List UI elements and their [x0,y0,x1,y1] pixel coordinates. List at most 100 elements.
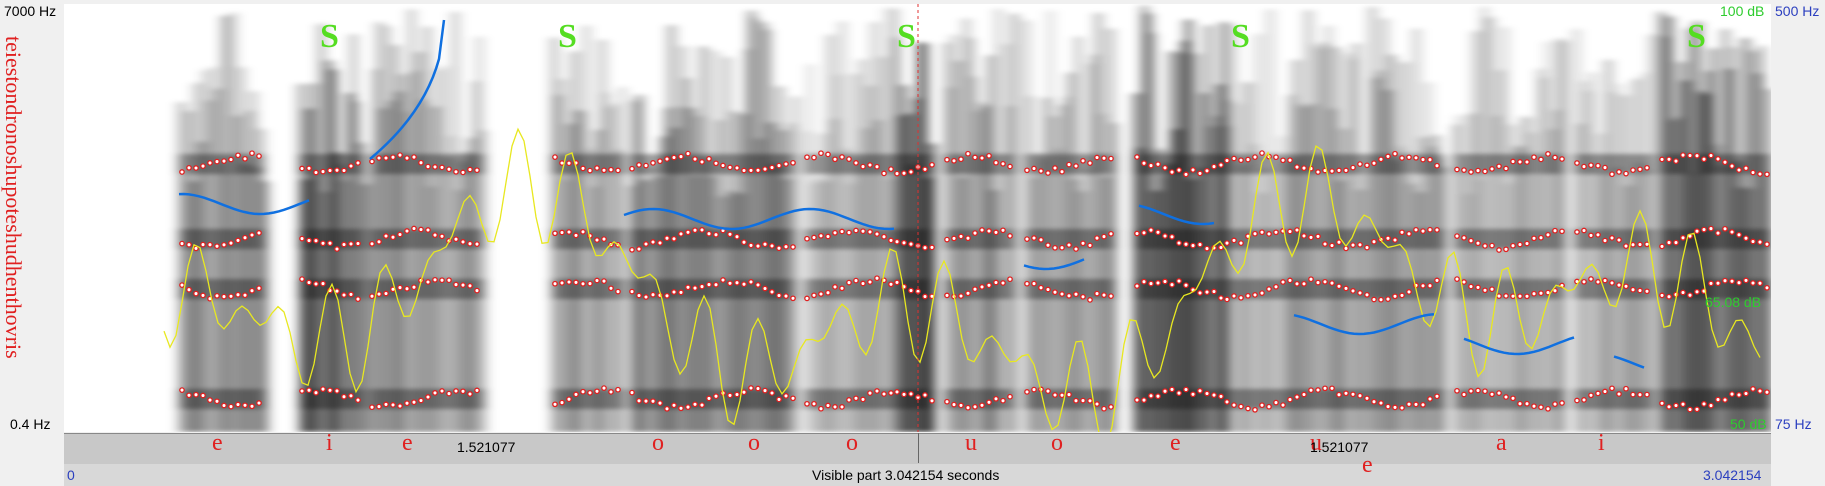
formant-dot [1545,151,1551,157]
formant-dot [460,239,466,245]
spectral-band [1470,113,1475,432]
formant-dot [1637,391,1643,398]
formant-dot [811,292,817,299]
formant-dot [214,398,220,405]
formant-dot [1385,403,1391,410]
pitch-curve [1023,258,1085,271]
formant-dot [1308,387,1314,394]
spectral-band [1659,11,1664,432]
spectral-band [733,111,738,432]
formant-dot [1329,280,1335,286]
formant-dot [1489,166,1495,172]
formant-dot [1531,290,1537,297]
formant-dot [1238,157,1244,164]
formant-dot [1694,228,1700,235]
formant-dot [1581,227,1587,234]
spectral-band [1699,90,1704,432]
formant-dot [1045,242,1051,249]
formant-dot [643,398,649,404]
formant-dot [1031,386,1037,393]
formant-dot [1087,397,1093,404]
spectral-band [1691,173,1696,432]
formant-dot [1357,290,1363,296]
formant-dot [460,388,466,395]
footer-start: 0 [67,467,75,483]
formant-dot [1259,402,1265,409]
spectral-band [996,8,1001,432]
formant-dot [1517,241,1523,248]
spectral-band [737,193,742,432]
spectral-band [1100,113,1105,432]
formant-dot [1308,234,1314,241]
formant-dot [1073,163,1079,169]
formant-dot [1364,291,1370,298]
formant-dot [1588,162,1594,169]
tier-label: o [652,430,664,456]
formant-dot [474,287,480,294]
formant-dot [1007,233,1013,239]
formant-dot [804,400,810,407]
formant-dot [1148,392,1154,399]
formant-dot [636,246,642,252]
formant-dot [636,397,642,404]
formant-dot [1024,389,1030,395]
formant-dot [1399,292,1405,299]
formant-dot [1510,395,1516,402]
tier-label: o [748,430,760,456]
formant-dot [249,403,255,410]
formant-dot [207,160,213,166]
formant-dot [1406,230,1412,237]
formant-dot [979,284,985,290]
formant-dot [186,392,192,399]
pitch-curve [1613,355,1645,369]
formant-dot [418,159,424,166]
tier-label: e [1170,430,1181,456]
spectral-band [405,111,410,432]
formant-dot [1694,152,1700,159]
formant-dot [1595,162,1601,169]
formant-dot [783,393,789,399]
formant-dot [979,402,985,409]
spectral-band [1510,124,1515,432]
formant-dot [390,154,396,161]
formant-dot [790,395,796,402]
spectral-band [852,73,857,432]
formant-dot [1280,402,1286,408]
formant-band [894,229,934,249]
spectral-band [441,66,446,432]
formant-dot [1322,385,1328,392]
formant-dot [1743,165,1749,172]
spectral-band [560,79,565,432]
formant-dot [299,388,305,394]
formant-dot [1708,152,1714,159]
formant-dot [811,234,817,241]
spectral-band [629,185,634,432]
spectral-band [816,178,821,432]
formant-dot [1197,241,1203,248]
spectral-band [1154,190,1159,432]
formant-dot [256,153,262,159]
formant-dot [685,229,691,236]
freq-bottom: 0.4 Hz [10,416,51,432]
spectral-band [992,190,997,432]
spectral-band [769,122,774,432]
spectral-band [299,83,304,432]
formant-dot [1595,390,1601,397]
formant-dot [846,156,852,162]
formant-dot [867,162,873,168]
formant-band [552,389,624,409]
formant-dot [692,285,698,291]
formant-dot [411,399,417,406]
formant-dot [1609,385,1615,392]
formant-dot [1371,398,1377,405]
formant-dot [601,385,607,391]
spectral-band [323,191,328,432]
formant-dot [1637,287,1643,294]
formant-dot [1315,279,1321,286]
formant-dot [846,279,852,286]
formant-dot [1059,291,1065,297]
formant-dot [901,170,907,177]
spectral-band [373,69,378,432]
formant-dot [1461,234,1467,241]
spectral-band [453,11,458,432]
